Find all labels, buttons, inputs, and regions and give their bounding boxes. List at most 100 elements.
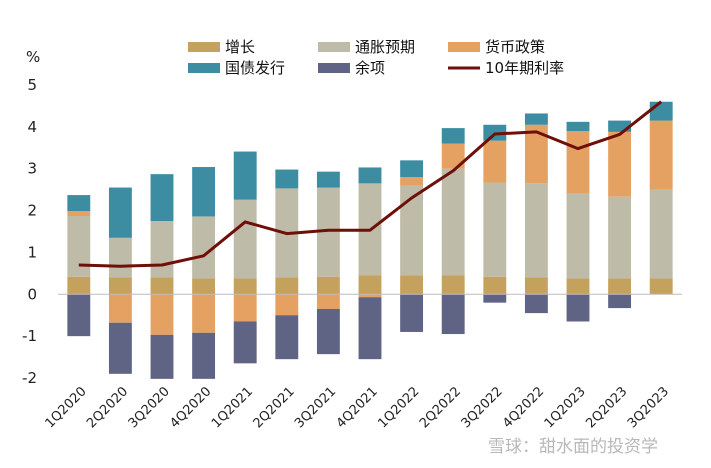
x-tick-label: 1Q2020 bbox=[43, 384, 90, 431]
bar-segment-4 bbox=[275, 169, 299, 189]
bar-segment-3 bbox=[108, 294, 132, 323]
bar-segment-1 bbox=[400, 275, 424, 295]
x-tick-label: 4Q2021 bbox=[334, 384, 381, 431]
legend-label: 通胀预期 bbox=[355, 38, 415, 56]
y-tick-label: 5 bbox=[27, 76, 37, 94]
y-tick-label: 4 bbox=[27, 118, 37, 136]
legend-swatch bbox=[448, 42, 480, 52]
bar-segment-2 bbox=[483, 182, 507, 277]
bar-segment-2 bbox=[108, 237, 132, 278]
bar-segment-2 bbox=[441, 168, 465, 276]
bar-segment-2 bbox=[649, 189, 673, 279]
x-axis-ticks: 1Q20202Q20203Q20204Q20201Q20212Q20213Q20… bbox=[43, 384, 672, 431]
y-tick-label: 2 bbox=[27, 202, 37, 220]
watermark-text: 雪球：甜水面的投资学 bbox=[488, 437, 658, 457]
legend-label: 10年期利率 bbox=[485, 59, 564, 77]
bar-segment-5 bbox=[150, 334, 174, 379]
bar-segment-5 bbox=[233, 321, 257, 364]
bar-segment-2 bbox=[566, 193, 590, 279]
y-axis-unit: % bbox=[26, 48, 40, 66]
bar-segment-5 bbox=[441, 294, 465, 335]
x-tick-label: 2Q2020 bbox=[84, 384, 131, 431]
legend-swatch bbox=[188, 42, 220, 52]
bar-segment-1 bbox=[108, 277, 132, 295]
y-axis-ticks: -2 -1 0 1 2 3 4 5 bbox=[22, 76, 37, 387]
bar-segment-3 bbox=[483, 140, 507, 183]
bar-segment-3 bbox=[441, 143, 465, 169]
x-tick-label: 3Q2021 bbox=[292, 384, 339, 431]
bar-segment-4 bbox=[108, 187, 132, 238]
y-tick-label: 1 bbox=[27, 243, 37, 261]
bar-segment-5 bbox=[67, 294, 91, 337]
x-tick-label: 1Q2021 bbox=[209, 384, 256, 431]
bar-segment-3 bbox=[649, 120, 673, 190]
bar-segment-5 bbox=[275, 315, 299, 360]
bar-segment-1 bbox=[316, 276, 340, 295]
y-tick-label: 3 bbox=[27, 160, 37, 178]
bar-segment-3 bbox=[400, 177, 424, 186]
bar-segment-5 bbox=[608, 294, 632, 309]
bar-segment-2 bbox=[608, 196, 632, 279]
x-tick-label: 2Q2022 bbox=[417, 384, 464, 431]
bar-segment-5 bbox=[483, 294, 507, 303]
bar-segment-1 bbox=[483, 276, 507, 295]
bar-segment-5 bbox=[192, 332, 216, 379]
bars bbox=[67, 101, 673, 379]
bar-segment-1 bbox=[524, 277, 548, 295]
bar-segment-3 bbox=[150, 294, 174, 335]
bar-segment-1 bbox=[192, 278, 216, 295]
x-tick-label: 4Q2020 bbox=[167, 384, 214, 431]
bar-segment-1 bbox=[441, 275, 465, 295]
bar-segment-4 bbox=[316, 171, 340, 188]
x-tick-label: 2Q2021 bbox=[251, 384, 298, 431]
bar-segment-4 bbox=[233, 151, 257, 200]
x-tick-label: 2Q2023 bbox=[583, 384, 630, 431]
bar-segment-1 bbox=[67, 276, 91, 295]
legend-swatch bbox=[318, 42, 350, 52]
rate-line bbox=[78, 100, 663, 268]
legend-swatch bbox=[318, 63, 350, 73]
bar-segment-4 bbox=[649, 101, 673, 121]
bar-segment-4 bbox=[67, 195, 91, 211]
bar-segment-3 bbox=[566, 131, 590, 194]
bar-segment-4 bbox=[441, 128, 465, 144]
x-tick-label: 1Q2023 bbox=[542, 384, 589, 431]
bar-segment-2 bbox=[150, 221, 174, 278]
bar-segment-3 bbox=[233, 294, 257, 322]
bar-segment-4 bbox=[400, 160, 424, 178]
bar-segment-3 bbox=[608, 131, 632, 197]
x-tick-label: 3Q2023 bbox=[625, 384, 672, 431]
bar-segment-1 bbox=[608, 278, 632, 295]
legend-swatch bbox=[188, 63, 220, 73]
bar-segment-5 bbox=[524, 294, 548, 314]
x-tick-label: 4Q2022 bbox=[500, 384, 547, 431]
bar-segment-4 bbox=[566, 121, 590, 132]
y-tick-label: -1 bbox=[22, 327, 37, 345]
bar-segment-4 bbox=[524, 113, 548, 125]
bar-segment-1 bbox=[358, 275, 382, 295]
x-tick-label: 3Q2022 bbox=[459, 384, 506, 431]
bar-segment-2 bbox=[524, 183, 548, 278]
y-tick-label: -2 bbox=[22, 369, 37, 387]
bar-segment-3 bbox=[192, 294, 216, 333]
bar-segment-4 bbox=[358, 167, 382, 184]
rate-line-series bbox=[78, 100, 663, 268]
legend-label: 国债发行 bbox=[225, 59, 285, 77]
bar-segment-5 bbox=[358, 297, 382, 360]
bar-segment-3 bbox=[524, 124, 548, 184]
bar-segment-4 bbox=[608, 120, 632, 132]
bar-segment-1 bbox=[233, 278, 257, 295]
bar-segment-2 bbox=[233, 199, 257, 279]
bar-segment-5 bbox=[566, 294, 590, 322]
bar-segment-3 bbox=[275, 294, 299, 316]
bar-segment-4 bbox=[150, 174, 174, 222]
x-tick-label: 1Q2022 bbox=[375, 384, 422, 431]
bar-segment-4 bbox=[192, 167, 216, 217]
bar-segment-3 bbox=[358, 294, 382, 298]
legend-label: 余项 bbox=[355, 59, 385, 77]
bar-segment-2 bbox=[316, 187, 340, 277]
y-tick-label: 0 bbox=[27, 285, 37, 303]
legend-label: 增长 bbox=[225, 38, 255, 56]
